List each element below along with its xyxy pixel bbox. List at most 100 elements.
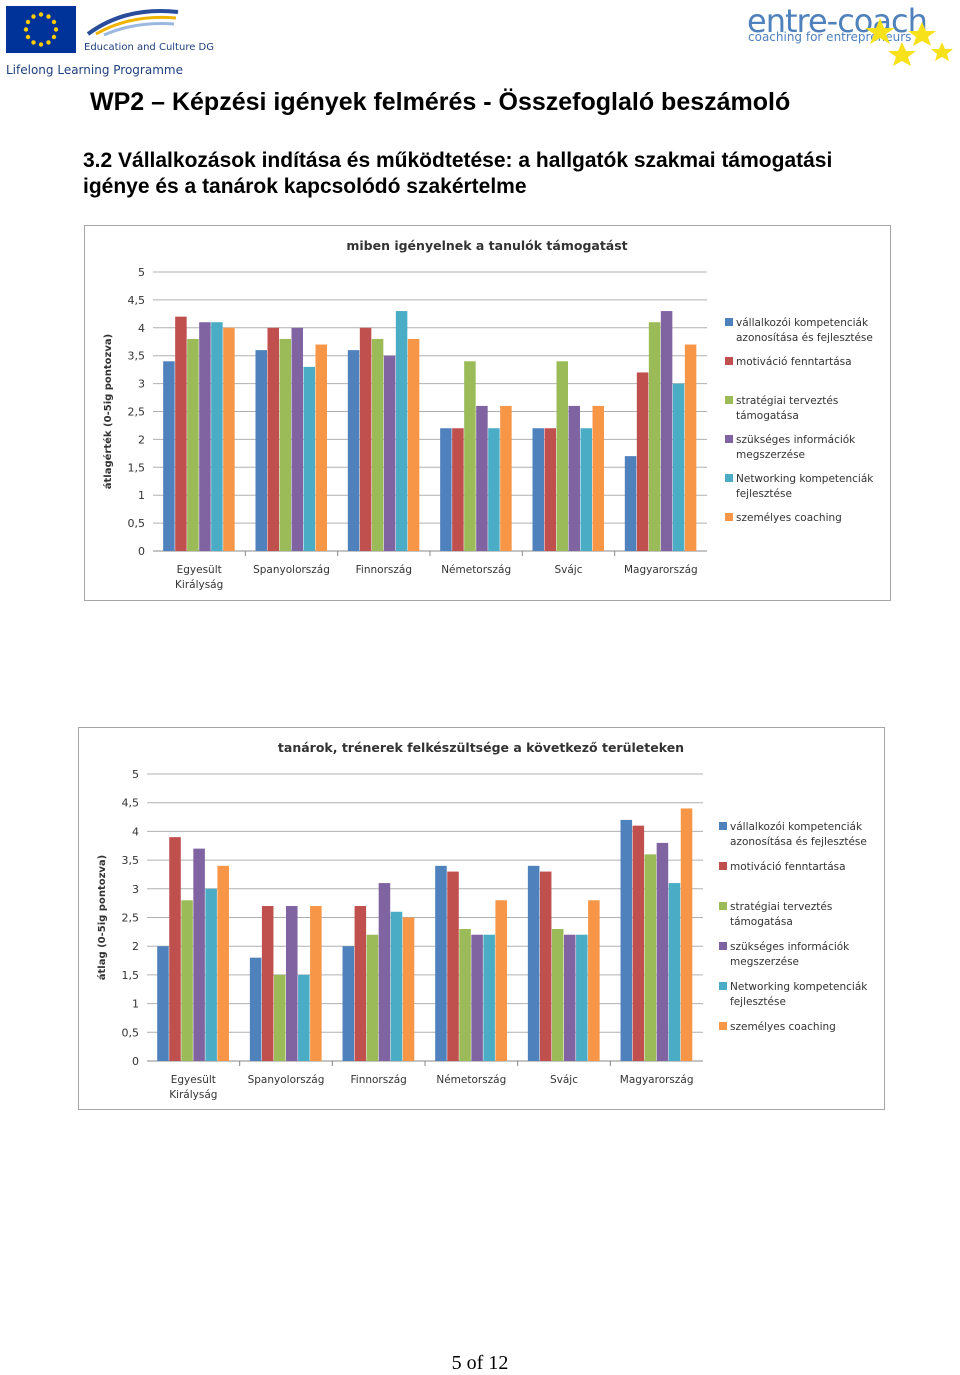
bar [632,825,645,1061]
y-tick-label: 5 [138,266,145,279]
y-tick-label: 1 [138,489,145,502]
legend-label: vállalkozói kompetenciák [730,821,863,833]
legend-swatch [725,435,733,443]
legend-label: Networking kompetenciák [736,473,874,485]
legend-label: motiváció fenntartása [736,356,852,368]
student-support-needs-chart: miben igényelnek a tanulók támogatást 0 0,… [84,225,891,601]
bar [483,934,495,1061]
x-tick-label: Egyesült [171,1074,216,1086]
legend-swatch [719,982,727,990]
y-tick-label: 0 [138,545,145,558]
y-tick-label: 4 [138,322,145,335]
legend-label: megszerzése [730,956,799,968]
bar [532,428,544,551]
bar [672,383,685,551]
y-tick-label: 2 [132,940,139,953]
legend-label: személyes coaching [730,1021,836,1033]
bar [286,906,298,1061]
bar [620,819,633,1061]
bar [648,322,661,551]
legend-label: fejlesztése [730,996,786,1008]
bar [660,311,673,551]
legend-label: vállalkozói kompetenciák [736,317,869,329]
x-tick-label: Magyarország [620,1074,694,1086]
bar [163,361,175,551]
y-tick-label: 4,5 [128,294,146,307]
bar [347,350,360,551]
y-tick-label: 5 [132,768,139,781]
brand-tagline: coaching for entrepreneurs [748,30,912,44]
eu-flag-logo [6,6,76,53]
bar [255,350,267,551]
y-tick-label: 1 [132,998,139,1011]
chart-svg: tanárok, trénerek felkészültsége a követ… [96,740,868,1101]
bar [656,842,669,1061]
bar [668,883,681,1061]
legend-label: Networking kompetenciák [730,981,868,993]
bar [378,883,391,1061]
legend-label: támogatása [730,916,793,928]
bar [440,428,452,551]
bar [459,928,471,1061]
legend-label: személyes coaching [736,512,842,524]
bar [636,372,649,551]
document-title: WP2 – Képzési igények felmérés - Összefo… [90,88,791,116]
chart-svg: miben igényelnek a tanulók támogatást 0 0,… [102,238,874,591]
bar [187,338,199,551]
y-tick-label: 4,5 [122,797,140,810]
bar [249,957,262,1061]
bar [644,854,657,1061]
y-tick-label: 2,5 [122,912,140,925]
legend-swatch [719,822,727,830]
bar [273,974,286,1061]
bar [580,428,593,551]
x-tick-label: Finnország [356,564,412,576]
bar [556,361,568,551]
legend-swatch [725,357,733,365]
x-tick-label: Királyság [169,1089,217,1101]
legend-label: azonosítása és fejlesztése [736,332,873,344]
y-tick-label: 3,5 [122,854,140,867]
x-tick-label: Németország [436,1074,506,1086]
brand-name: entre-coach [747,2,928,40]
eu-org-label: Education and Culture DG [84,42,214,53]
bar [366,934,379,1061]
bar [261,906,274,1061]
bar [476,405,488,551]
legend-swatch [725,474,733,482]
bar [452,428,464,551]
x-tick-label: Királyság [175,579,223,591]
y-tick-label: 4 [132,825,139,838]
bar [223,327,235,551]
bar [354,906,367,1061]
llp-swoosh-logo [86,8,179,37]
legend-swatch [719,862,727,870]
legend-swatch [725,318,733,326]
y-tick-label: 0,5 [122,1026,140,1039]
bar [684,344,697,551]
y-tick-label: 3 [138,378,145,391]
legend-label: megszerzése [736,449,805,461]
bar [371,338,384,551]
bar [169,837,181,1061]
bar [407,338,420,551]
bar [181,900,193,1061]
section-title: 3.2 Vállalkozások indítása és működtetés… [83,149,833,198]
bar [217,865,229,1061]
bar [267,327,279,551]
x-tick-label: Svájc [554,564,582,576]
bar [303,366,316,551]
y-tick-label: 2 [138,433,145,446]
bar [298,974,310,1061]
y-tick-label: 2,5 [128,406,146,419]
bar [576,934,588,1061]
bar [279,338,291,551]
y-tick-label: 3 [132,883,139,896]
legend-label: támogatása [736,410,799,422]
bar [359,327,372,551]
bar [488,428,500,551]
legend-label: stratégiai terveztés [736,395,838,407]
legend-swatch [719,902,727,910]
entre-coach-logo: entre-coach coaching for entrepreneurs [740,2,955,72]
legend-swatch [719,1022,727,1030]
